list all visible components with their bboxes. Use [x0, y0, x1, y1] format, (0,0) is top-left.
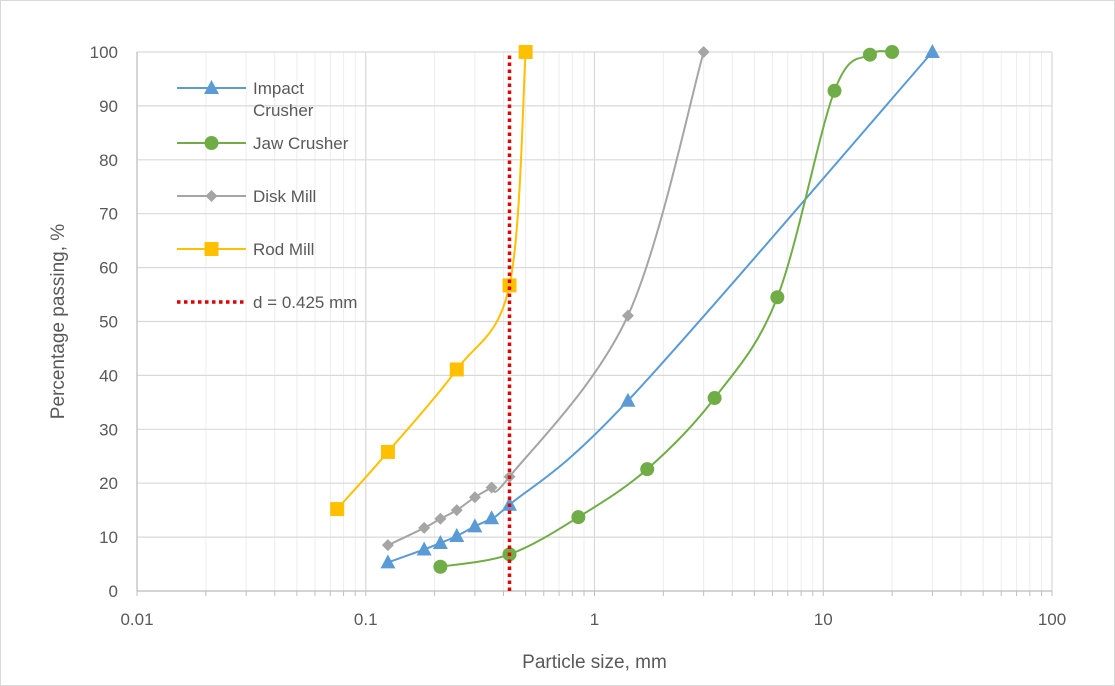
series-rod-mill [330, 45, 533, 517]
y-tick-label: 70 [99, 205, 118, 224]
data-point [449, 362, 464, 377]
data-point [502, 278, 517, 293]
y-tick-label: 80 [99, 151, 118, 170]
series-line [440, 50, 893, 568]
data-point [433, 559, 448, 574]
x-tick-label: 1 [590, 610, 599, 629]
legend-marker [205, 190, 218, 202]
data-point [571, 510, 586, 525]
x-tick-label: 100 [1038, 610, 1066, 629]
y-tick-label: 40 [99, 366, 118, 385]
legend-item-impact-crusher: Impact Crusher [177, 79, 314, 120]
data-point [468, 491, 481, 504]
data-point [862, 47, 877, 62]
x-tick-label: 0.01 [120, 610, 153, 629]
data-point [485, 481, 498, 494]
legend-label: d = 0.425 mm [253, 293, 357, 312]
data-point [449, 528, 465, 543]
x-tick-label: 0.1 [354, 610, 378, 629]
y-axis-title: Percentage passing, % [48, 224, 69, 420]
data-point [770, 290, 785, 305]
y-tick-label: 0 [109, 582, 118, 601]
legend-item-disk-mill: Disk Mill [177, 187, 316, 206]
data-point [380, 444, 395, 459]
data-point [640, 462, 655, 477]
legend: Impact Crusher Jaw Crusher Disk Mill Rod Mil… [177, 79, 357, 312]
x-tick-label: 10 [814, 610, 833, 629]
data-point [434, 512, 447, 525]
data-point [330, 502, 345, 517]
data-point [418, 521, 431, 534]
data-point [924, 44, 940, 58]
data-point [381, 539, 394, 552]
series-line [387, 51, 705, 547]
series-line [387, 51, 934, 564]
y-tick-label: 60 [99, 259, 118, 278]
data-point [518, 45, 533, 59]
legend-label: Jaw Crusher [253, 134, 349, 153]
data-point [484, 510, 500, 525]
y-tick-label: 10 [99, 528, 118, 547]
y-tick-label: 100 [90, 43, 118, 62]
data-point [380, 554, 396, 569]
data-point [416, 541, 432, 556]
data-point [450, 504, 463, 517]
series-disk-mill [381, 46, 710, 552]
data-point [621, 309, 634, 322]
legend-item-d-0-425-mm: d = 0.425 mm [177, 293, 357, 312]
legend-marker [204, 242, 219, 256]
series-jaw-crusher [433, 45, 900, 574]
y-tick-label: 20 [99, 474, 118, 493]
x-axis-title: Particle size, mm [522, 652, 667, 673]
data-point [697, 46, 710, 58]
legend-item-rod-mill: Rod Mill [177, 240, 314, 259]
y-tick-label: 90 [99, 97, 118, 116]
data-point [827, 83, 842, 98]
legend-label: Impact Crusher [253, 79, 314, 120]
data-point [620, 392, 636, 407]
legend-label: Disk Mill [253, 187, 316, 206]
data-point [885, 45, 900, 59]
data-point [707, 391, 722, 406]
legend-marker [204, 80, 219, 94]
legend-label: Rod Mill [253, 240, 314, 259]
series-impact-crusher [380, 44, 940, 569]
data-point [467, 518, 483, 533]
legend-marker [204, 136, 219, 150]
legend-item-jaw-crusher: Jaw Crusher [177, 134, 349, 153]
y-tick-label: 50 [99, 313, 118, 332]
y-tick-label: 30 [99, 420, 118, 439]
data-point [432, 535, 448, 550]
